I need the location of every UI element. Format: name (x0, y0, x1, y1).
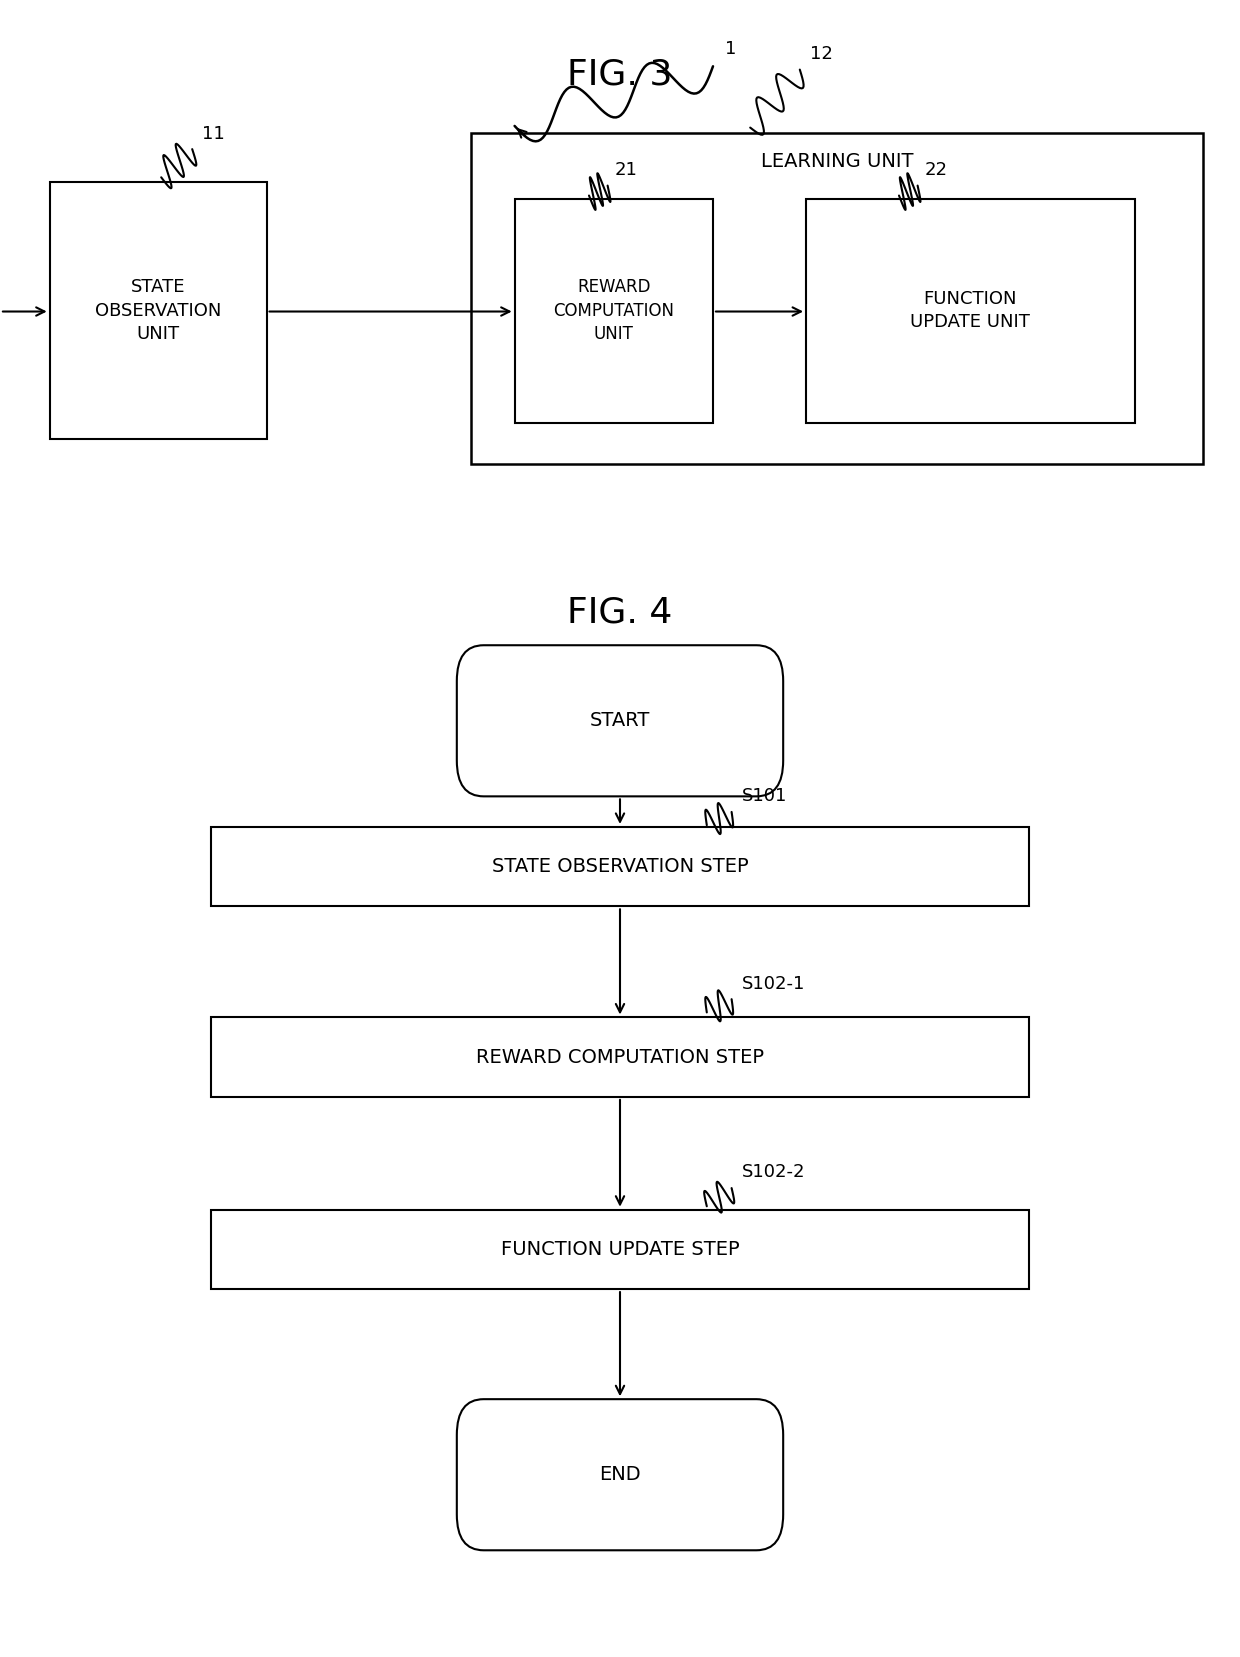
Text: 21: 21 (615, 161, 637, 179)
Text: S101: S101 (742, 787, 787, 805)
Bar (515, 199, 713, 423)
Text: FIG. 4: FIG. 4 (568, 595, 672, 630)
FancyBboxPatch shape (456, 645, 784, 797)
Bar (211, 1210, 1029, 1289)
Bar (211, 1017, 1029, 1097)
Bar (211, 827, 1029, 906)
Text: STATE
OBSERVATION
UNIT: STATE OBSERVATION UNIT (95, 278, 221, 343)
Text: END: END (599, 1465, 641, 1485)
Text: 1: 1 (725, 40, 737, 58)
Bar (50, 182, 267, 439)
Text: REWARD
COMPUTATION
UNIT: REWARD COMPUTATION UNIT (553, 278, 675, 343)
FancyBboxPatch shape (456, 1399, 784, 1551)
Text: FUNCTION
UPDATE UNIT: FUNCTION UPDATE UNIT (910, 290, 1030, 331)
Text: 11: 11 (202, 124, 224, 143)
Text: S102-2: S102-2 (742, 1163, 805, 1181)
Text: 22: 22 (925, 161, 949, 179)
Text: FUNCTION UPDATE STEP: FUNCTION UPDATE STEP (501, 1239, 739, 1259)
Text: FIG. 3: FIG. 3 (568, 56, 672, 91)
Text: LEARNING UNIT: LEARNING UNIT (761, 152, 913, 171)
Text: REWARD COMPUTATION STEP: REWARD COMPUTATION STEP (476, 1047, 764, 1067)
Text: S102-1: S102-1 (742, 974, 805, 993)
Text: STATE OBSERVATION STEP: STATE OBSERVATION STEP (492, 857, 748, 877)
Bar (471, 133, 1203, 464)
Text: START: START (590, 711, 650, 731)
Bar (806, 199, 1135, 423)
Text: 12: 12 (810, 45, 832, 63)
